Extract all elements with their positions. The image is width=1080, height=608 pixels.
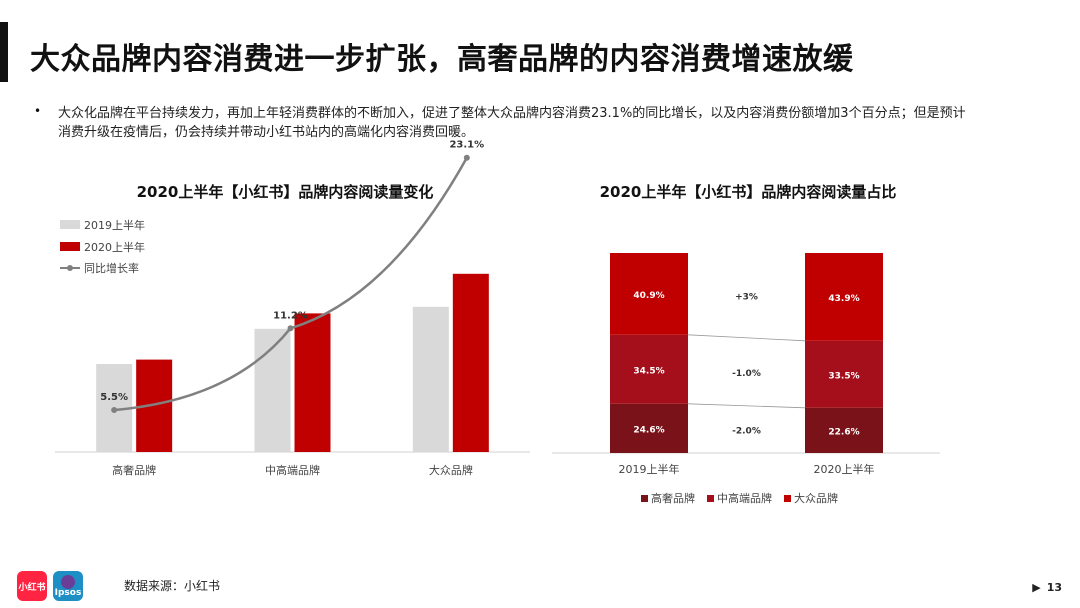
chart2-connector-2 (687, 334, 806, 342)
chart2-segment-2-3 (805, 253, 883, 341)
chart1-legend-label-1: 2019上半年 (84, 218, 145, 232)
chart2-legend-label-2: 中高端品牌 (717, 491, 772, 505)
chart2-legend-label-3: 大众品牌 (794, 491, 838, 505)
chart1-growth-point-3 (463, 154, 470, 161)
ipsos-swirl-icon (61, 575, 75, 589)
chart1-legend-label-2: 2020上半年 (84, 240, 145, 254)
chart2-legend-swatch-1 (641, 495, 648, 502)
chart2-change-label-2: -1.0% (732, 369, 761, 379)
chart1-growth-label-1: 5.5% (100, 392, 128, 403)
chart1-growth-point-2 (287, 325, 294, 332)
ipsos-logo: Ipsos (53, 571, 83, 601)
chart2-segment-1-3 (610, 253, 688, 335)
chart2-x-tick-1: 2019上半年 (619, 462, 680, 476)
chart1-title: 2020上半年【小红书】品牌内容阅读量变化 (137, 183, 434, 201)
chart2-segment-label-2-3: 43.9% (828, 294, 859, 304)
page-title: 大众品牌内容消费进一步扩张，高奢品牌的内容消费增速放缓 (30, 42, 854, 77)
chart2-title: 2020上半年【小红书】品牌内容阅读量占比 (600, 183, 897, 201)
chart2-connector-1 (687, 403, 806, 409)
page-number: ▶ 13 (1032, 581, 1062, 594)
chart2-segment-label-1-3: 40.9% (633, 291, 664, 301)
ipsos-logo-text: Ipsos (54, 588, 82, 598)
chart2-change-label-3: +3% (735, 292, 758, 302)
chart1-x-tick-2: 中高端品牌 (265, 463, 320, 477)
chart1-growth-point-1 (111, 407, 118, 413)
chart2-x-tick-2: 2020上半年 (814, 462, 875, 476)
xiaohongshu-logo-text: 小红书 (18, 582, 46, 593)
chart2-legend-swatch-2 (707, 495, 714, 502)
chart1-growth-label-3: 23.1% (449, 140, 484, 151)
chart2-segment-label-2-2: 33.5% (828, 371, 859, 381)
chart2-segment-label-1-1: 24.6% (633, 425, 664, 435)
data-source: 数据来源：小红书 (124, 579, 221, 593)
chart1-x-tick-1: 高奢品牌 (112, 463, 156, 477)
chart2-segment-label-1-2: 34.5% (633, 366, 664, 376)
play-arrow-icon: ▶ (1032, 581, 1041, 594)
chart2-segment-2-1 (805, 407, 883, 453)
chart2-legend-swatch-3 (784, 495, 791, 502)
chart2-segment-1-2 (610, 334, 688, 404)
chart2-segment-label-2-1: 22.6% (828, 427, 859, 437)
xiaohongshu-logo: 小红书 (17, 571, 47, 601)
title-accent-bar (0, 22, 8, 82)
chart1-legend-line-label: 同比增长率 (84, 261, 139, 275)
chart1-legend-swatch-1 (60, 220, 80, 229)
chart2-segment-2-2 (805, 340, 883, 408)
chart2-change-label-1: -2.0% (732, 426, 761, 436)
chart1-legend-swatch-2 (60, 242, 80, 251)
chart1-bar-2020-2 (294, 313, 331, 452)
bullet-icon: • (34, 104, 42, 118)
chart1-bar-2020-3 (452, 273, 489, 452)
chart1-x-tick-3: 大众品牌 (429, 463, 473, 477)
chart1-growth-label-2: 11.2% (273, 310, 308, 321)
chart2-segment-1-1 (610, 403, 688, 453)
page-number-value: 13 (1046, 581, 1062, 594)
chart1-legend-line-marker (67, 265, 73, 271)
bullet-text: 大众化品牌在平台持续发力，再加上年轻消费群体的不断加入，促进了整体大众品牌内容消… (58, 106, 966, 140)
chart2-legend-label-1: 高奢品牌 (651, 491, 695, 505)
chart1-bar-2019-3 (412, 306, 449, 452)
